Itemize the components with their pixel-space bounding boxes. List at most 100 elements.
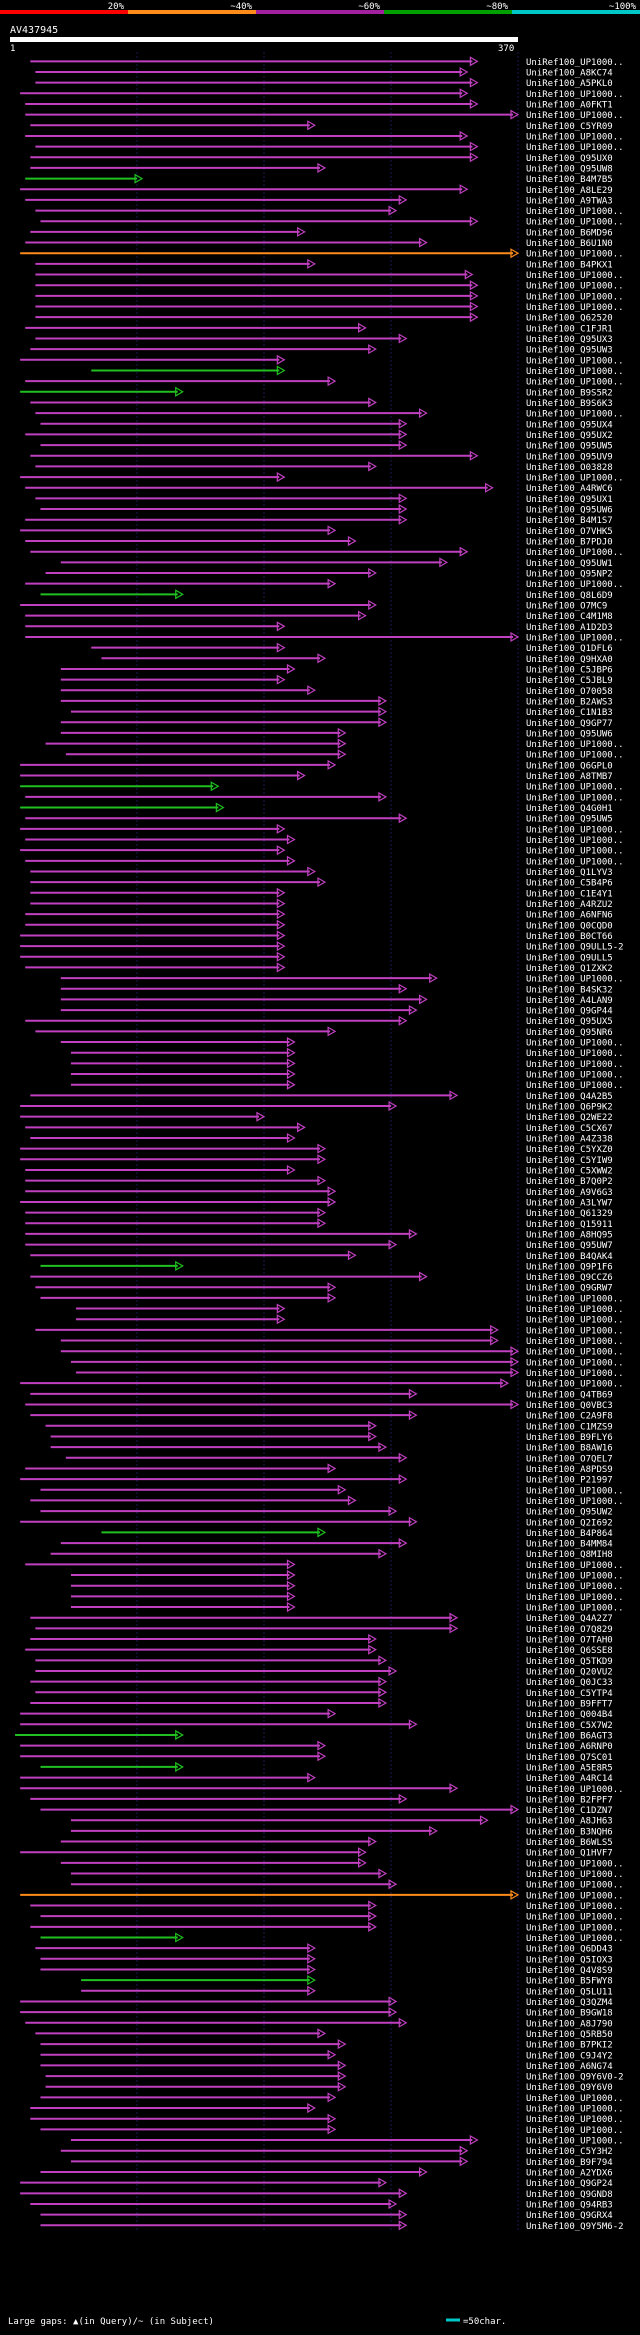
hit-label[interactable]: UniRef100_B0CT66 (526, 932, 613, 942)
hit-label[interactable]: UniRef100_UP1000.. (526, 1039, 624, 1049)
hit-label[interactable]: UniRef100_B4QAK4 (526, 1252, 613, 1262)
hit-label[interactable]: UniRef100_O7Q829 (526, 1625, 613, 1635)
hit-label[interactable]: UniRef100_Q2I692 (526, 1518, 613, 1528)
hit-label[interactable]: UniRef100_B4PKX1 (526, 260, 613, 270)
hit-label[interactable]: UniRef100_A8KC74 (526, 68, 613, 78)
hit-label[interactable]: UniRef100_B2AWS3 (526, 697, 613, 707)
hit-label[interactable]: UniRef100_A8J790 (526, 2019, 613, 2029)
hit-label[interactable]: UniRef100_Q95UX3 (526, 335, 613, 345)
hit-label[interactable]: UniRef100_Q0VBC3 (526, 1401, 613, 1411)
hit-label[interactable]: UniRef100_UP1000.. (526, 1081, 624, 1091)
hit-label[interactable]: UniRef100_UP1000.. (526, 303, 624, 313)
hit-label[interactable]: UniRef100_B7PDJ0 (526, 538, 613, 548)
hit-label[interactable]: UniRef100_Q95UW8 (526, 164, 613, 174)
hit-label[interactable]: UniRef100_A8PDS9 (526, 1465, 613, 1475)
hit-label[interactable]: UniRef100_UP1000.. (526, 2105, 624, 2115)
hit-label[interactable]: UniRef100_UP1000.. (526, 783, 624, 793)
hit-label[interactable]: UniRef100_O70058 (526, 687, 613, 697)
hit-label[interactable]: UniRef100_A4Z338 (526, 1134, 613, 1144)
hit-label[interactable]: UniRef100_Q95UW1 (526, 559, 613, 569)
hit-label[interactable]: UniRef100_UP1000.. (526, 2115, 624, 2125)
hit-label[interactable]: UniRef100_Q9GP24 (526, 2179, 613, 2189)
hit-label[interactable]: UniRef100_B9GW18 (526, 2009, 613, 2019)
hit-label[interactable]: UniRef100_B9FFT7 (526, 1699, 613, 1709)
hit-label[interactable]: UniRef100_Q9HXA0 (526, 655, 613, 665)
hit-label[interactable]: UniRef100_UP1000.. (526, 975, 624, 985)
hit-label[interactable]: UniRef100_Q4TB69 (526, 1390, 613, 1400)
hit-label[interactable]: UniRef100_B4M7B5 (526, 175, 613, 185)
hit-label[interactable]: UniRef100_UP1000.. (526, 90, 624, 100)
hit-label[interactable]: UniRef100_UP1000.. (526, 58, 624, 68)
hit-label[interactable]: UniRef100_UP1000.. (526, 1316, 624, 1326)
hit-label[interactable]: UniRef100_Q0JC33 (526, 1678, 613, 1688)
hit-label[interactable]: UniRef100_Q0CQD0 (526, 921, 613, 931)
hit-label[interactable]: UniRef100_Q95NR6 (526, 1028, 613, 1038)
hit-label[interactable]: UniRef100_UP1000.. (526, 1060, 624, 1070)
hit-label[interactable]: UniRef100_Q1ZXK2 (526, 964, 613, 974)
hit-label[interactable]: UniRef100_Q94RB3 (526, 2200, 613, 2210)
hit-label[interactable]: UniRef100_Q6P9K2 (526, 1103, 613, 1113)
hit-label[interactable]: UniRef100_Q95UX0 (526, 154, 613, 164)
hit-label[interactable]: UniRef100_UP1000.. (526, 548, 624, 558)
hit-label[interactable]: UniRef100_Q1LYV3 (526, 868, 613, 878)
hit-label[interactable]: UniRef100_C1N1B3 (526, 708, 613, 718)
hit-label[interactable]: UniRef100_Q95UW5 (526, 815, 613, 825)
hit-label[interactable]: UniRef100_UP1000.. (526, 847, 624, 857)
hit-label[interactable]: UniRef100_Q7SC01 (526, 1753, 613, 1763)
hit-label[interactable]: UniRef100_Q8MIH8 (526, 1550, 613, 1560)
hit-label[interactable]: UniRef100_UP1000.. (526, 836, 624, 846)
hit-label[interactable]: UniRef100_Q20VU2 (526, 1667, 613, 1677)
hit-label[interactable]: UniRef100_C5YTP4 (526, 1689, 613, 1699)
hit-label[interactable]: UniRef100_UP1000.. (526, 1902, 624, 1912)
hit-label[interactable]: UniRef100_UP1000.. (526, 1071, 624, 1081)
hit-label[interactable]: UniRef100_C5CX67 (526, 1124, 613, 1134)
hit-label[interactable]: UniRef100_Q95UX4 (526, 420, 613, 430)
hit-label[interactable]: UniRef100_Q95UV9 (526, 452, 613, 462)
hit-label[interactable]: UniRef100_B4MM84 (526, 1540, 613, 1550)
hit-label[interactable]: UniRef100_B4M1S7 (526, 516, 613, 526)
hit-label[interactable]: UniRef100_Q95UW2 (526, 1508, 613, 1518)
hit-label[interactable]: UniRef100_A9TWA3 (526, 196, 613, 206)
hit-label[interactable]: UniRef100_C1E4Y1 (526, 889, 613, 899)
hit-label[interactable]: UniRef100_B9FLY6 (526, 1433, 613, 1443)
hit-label[interactable]: UniRef100_C2A9F8 (526, 1412, 613, 1422)
hit-label[interactable]: UniRef100_Q9Y6V0 (526, 2083, 613, 2093)
hit-label[interactable]: UniRef100_C5JBL9 (526, 676, 613, 686)
hit-label[interactable]: UniRef100_UP1000.. (526, 1604, 624, 1614)
hit-label[interactable]: UniRef100_Q95UW3 (526, 346, 613, 356)
hit-label[interactable]: UniRef100_UP1000.. (526, 1486, 624, 1496)
hit-label[interactable]: UniRef100_UP1000.. (526, 378, 624, 388)
hit-label[interactable]: UniRef100_UP1000.. (526, 1358, 624, 1368)
hit-label[interactable]: UniRef100_UP1000.. (526, 580, 624, 590)
hit-label[interactable]: UniRef100_Q95UW6 (526, 729, 613, 739)
hit-label[interactable]: UniRef100_Q9GP77 (526, 719, 613, 729)
hit-label[interactable]: UniRef100_Q95UW6 (526, 506, 613, 516)
hit-label[interactable]: UniRef100_A5PKL0 (526, 79, 613, 89)
hit-label[interactable]: UniRef100_B7PKI2 (526, 2041, 613, 2051)
hit-label[interactable]: UniRef100_UP1000.. (526, 1337, 624, 1347)
hit-label[interactable]: UniRef100_A4RC14 (526, 1774, 613, 1784)
hit-label[interactable]: UniRef100_UP1000.. (526, 1561, 624, 1571)
hit-label[interactable]: UniRef100_C5Y3H2 (526, 2147, 613, 2157)
hit-label[interactable]: UniRef100_B2FPF7 (526, 1795, 613, 1805)
hit-label[interactable]: UniRef100_UP1000.. (526, 751, 624, 761)
hit-label[interactable]: UniRef100_B6U1N0 (526, 239, 613, 249)
hit-label[interactable]: UniRef100_Q62520 (526, 314, 613, 324)
hit-label[interactable]: UniRef100_Q9GRX4 (526, 2211, 613, 2221)
hit-label[interactable]: UniRef100_B3NQH6 (526, 1827, 613, 1837)
hit-label[interactable]: UniRef100_UP1000.. (526, 1582, 624, 1592)
hit-label[interactable]: UniRef100_UP1000.. (526, 282, 624, 292)
hit-label[interactable]: UniRef100_Q95UX5 (526, 1017, 613, 1027)
hit-label[interactable]: UniRef100_UP1000.. (526, 1497, 624, 1507)
hit-label[interactable]: UniRef100_Q1DFL6 (526, 644, 613, 654)
hit-label[interactable]: UniRef100_A4LAN9 (526, 996, 613, 1006)
hit-label[interactable]: UniRef100_Q9GND8 (526, 2190, 613, 2200)
hit-label[interactable]: UniRef100_UP1000.. (526, 207, 624, 217)
hit-label[interactable]: UniRef100_UP1000.. (526, 1572, 624, 1582)
hit-label[interactable]: UniRef100_O7QEL7 (526, 1454, 613, 1464)
hit-label[interactable]: UniRef100_UP1000.. (526, 1593, 624, 1603)
hit-label[interactable]: UniRef100_C4M1M8 (526, 612, 613, 622)
hit-label[interactable]: UniRef100_Q5IOX3 (526, 1955, 613, 1965)
hit-label[interactable]: UniRef100_Q9ULL5 (526, 953, 613, 963)
hit-label[interactable]: UniRef100_Q004B4 (526, 1710, 613, 1720)
